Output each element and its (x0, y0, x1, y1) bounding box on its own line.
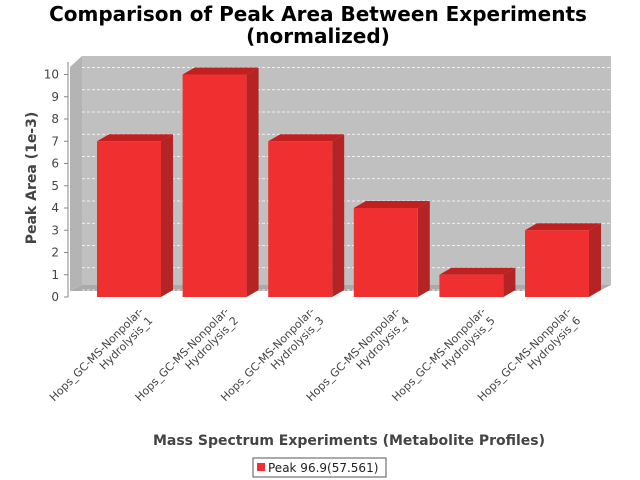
bar (268, 134, 345, 297)
legend: Peak 96.9(57.561) (252, 457, 387, 478)
bar-side-face (246, 67, 259, 297)
y-tick-label: 1 (51, 268, 59, 282)
y-tick-label: 9 (51, 90, 59, 104)
bar-side-face (589, 223, 601, 297)
legend-swatch (257, 463, 265, 471)
bar-top-face (97, 134, 173, 142)
y-tick-label: 6 (51, 157, 59, 171)
bars (97, 67, 601, 297)
bar-side-face (503, 267, 516, 297)
bar-front-face (182, 74, 247, 297)
x-axis-label: Mass Spectrum Experiments (Metabolite Pr… (153, 433, 545, 449)
y-tick-label: 3 (51, 223, 59, 237)
bar-front-face (97, 141, 161, 297)
bar-top-face (439, 267, 516, 275)
bar-front-face (439, 274, 504, 297)
bar-front-face (353, 208, 418, 297)
y-tick-label: 7 (51, 134, 59, 148)
bar (353, 201, 430, 297)
bar-top-face (525, 223, 601, 231)
bar (439, 267, 516, 297)
bar-top-face (268, 134, 345, 142)
y-tick-label: 8 (51, 112, 59, 126)
bar (182, 67, 259, 297)
bar (525, 223, 601, 297)
grid-lines (82, 67, 611, 291)
bar (97, 134, 173, 297)
y-tick-label: 2 (51, 246, 59, 260)
y-tick-label: 10 (44, 68, 59, 82)
y-axis-label: Peak Area (1e-3) (24, 112, 40, 245)
bar-top-face (182, 67, 259, 75)
y-tick-label: 4 (51, 201, 59, 215)
bar-side-face (332, 134, 345, 297)
plot-side-wall (70, 56, 82, 291)
bar-front-face (268, 141, 333, 297)
y-tick-label: 0 (51, 290, 59, 304)
bar-top-face (353, 201, 430, 208)
bar-front-face (525, 230, 589, 297)
chart-title-line-1: Comparison of Peak Area Between Experime… (49, 2, 587, 26)
y-axis: 0 1 2 3 4 5 6 7 8 9 10 (44, 62, 69, 304)
x-category-line: Hops_GC-MS-Nonpolar- (47, 305, 146, 404)
x-axis-categories: Hops_GC-MS-Nonpolar-Hydrolysis_1Hops_GC-… (47, 305, 583, 404)
chart-title-line-2: (normalized) (246, 24, 390, 48)
bar-side-face (417, 201, 430, 297)
legend-box (252, 457, 387, 478)
y-tick-label: 5 (51, 179, 59, 193)
bar-side-face (161, 134, 173, 297)
legend-entry: Peak 96.9(57.561) (268, 461, 378, 475)
